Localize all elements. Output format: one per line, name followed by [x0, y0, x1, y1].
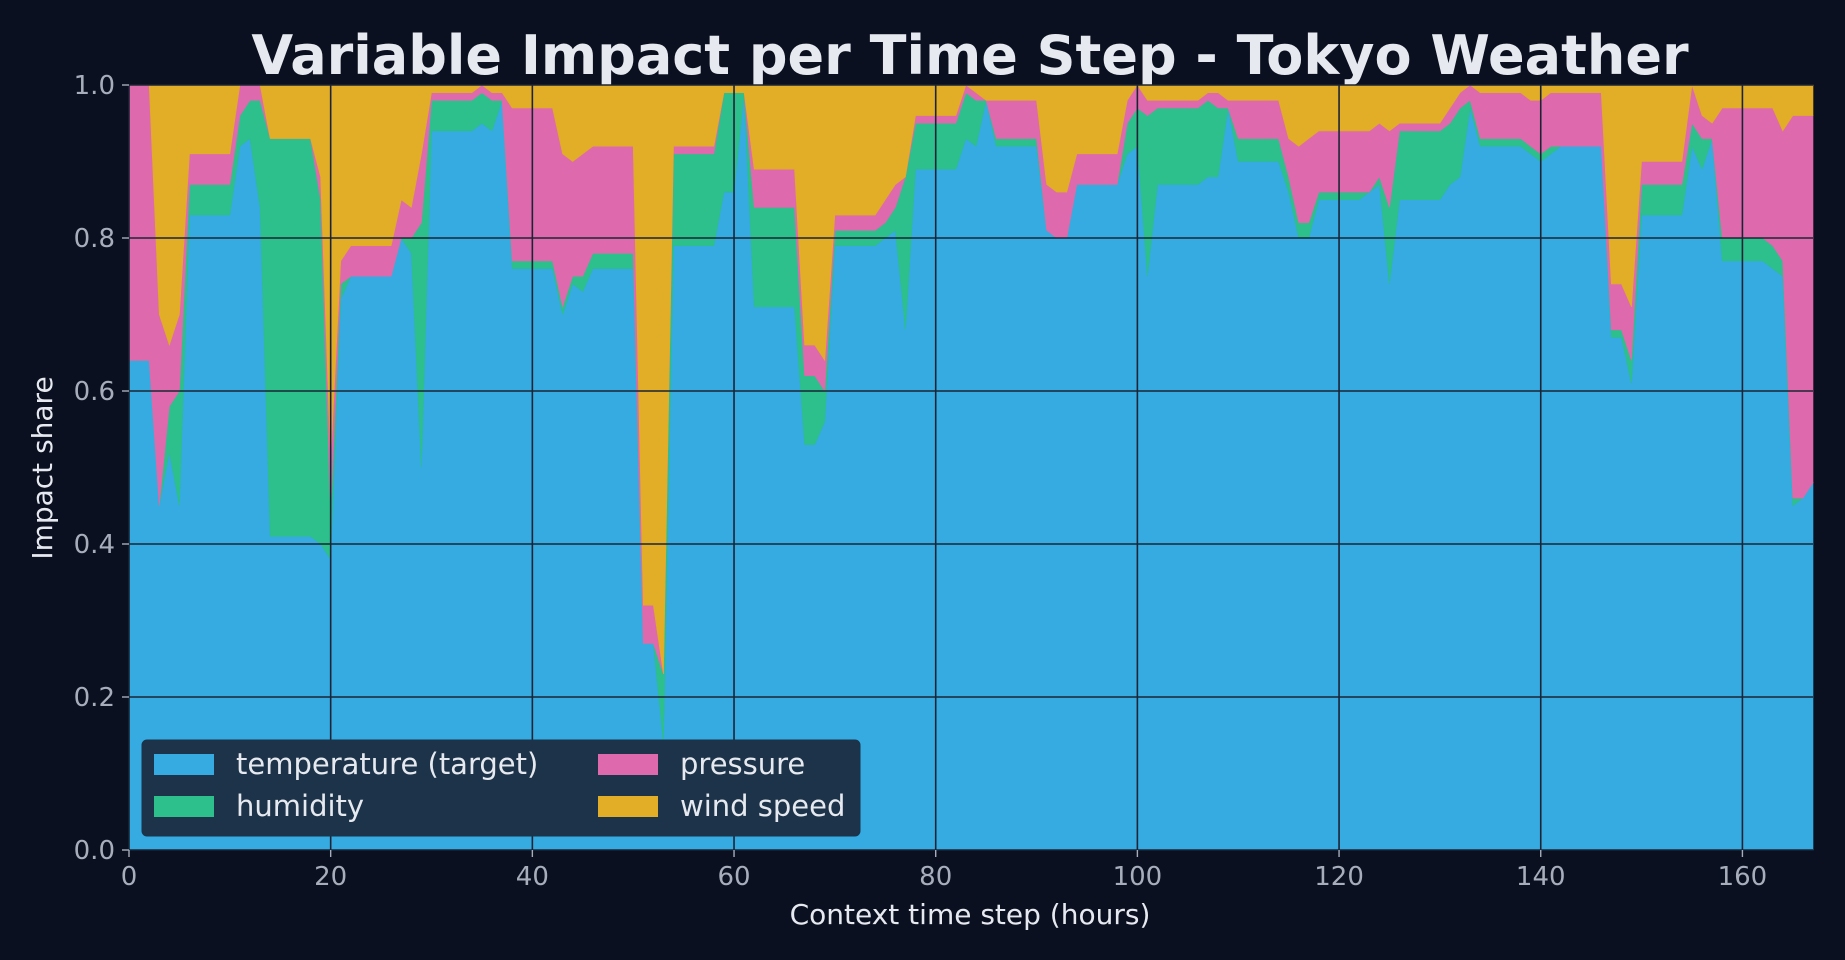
y-axis-ticks: 0.0 0.2 0.4 0.6 0.8 1.0 — [74, 71, 129, 866]
legend-swatch — [154, 796, 214, 817]
legend-label: temperature (target) — [236, 747, 538, 781]
y-tick-label: 1.0 — [74, 71, 115, 101]
legend-swatch — [598, 796, 658, 817]
x-tick-label: 140 — [1516, 862, 1566, 892]
chart-title: Variable Impact per Time Step - Tokyo We… — [251, 24, 1689, 87]
x-axis-ticks: 0 20 40 60 80 100 120 140 160 — [121, 850, 1768, 892]
legend-label: pressure — [680, 747, 805, 781]
y-tick-label: 0.4 — [74, 530, 115, 560]
y-tick-label: 0.0 — [74, 836, 115, 866]
y-tick-label: 0.6 — [74, 377, 115, 407]
x-tick-label: 60 — [717, 862, 750, 892]
x-tick-label: 40 — [516, 862, 549, 892]
legend-label: humidity — [236, 789, 364, 823]
grid-lines — [128, 84, 1813, 851]
x-tick-label: 120 — [1314, 862, 1364, 892]
y-axis-label: Impact share — [26, 376, 59, 559]
x-tick-label: 0 — [121, 862, 138, 892]
stacked-areas — [128, 84, 1814, 851]
x-tick-label: 160 — [1718, 862, 1768, 892]
legend-swatch — [598, 754, 658, 775]
x-tick-label: 100 — [1113, 862, 1163, 892]
y-tick-label: 0.8 — [74, 224, 115, 254]
x-tick-label: 80 — [919, 862, 952, 892]
legend-swatch — [154, 754, 214, 775]
x-axis-label: Context time step (hours) — [790, 898, 1151, 931]
legend: temperature (target) humidity pressure wind… — [141, 739, 861, 837]
y-tick-label: 0.2 — [74, 683, 115, 713]
legend-box — [141, 739, 861, 837]
legend-label: wind speed — [680, 789, 845, 823]
x-tick-label: 20 — [314, 862, 347, 892]
